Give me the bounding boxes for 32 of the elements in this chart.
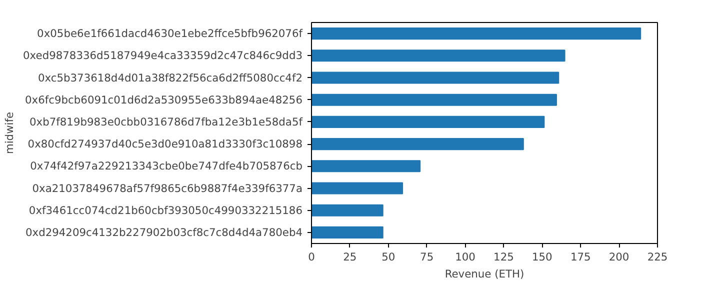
x-tick-label: 25: [343, 250, 357, 264]
bar: [312, 94, 557, 106]
x-axis-title: Revenue (ETH): [444, 268, 524, 280]
x-tick-label: 225: [647, 250, 668, 264]
x-tick-label: 150: [532, 250, 553, 264]
x-tick-label: 200: [608, 250, 630, 264]
x-tick-label: 50: [382, 250, 396, 264]
y-tick-label: 0x05be6e1f661dacd4630e1ebe2ffce5bfb962076f: [37, 27, 303, 40]
y-axis-title: midwife: [3, 112, 16, 154]
y-tick-label: 0x74f42f97a229213343cbe0be747dfe4b705876cb: [30, 160, 303, 173]
y-tick-label: 0xc5b373618d4d01a38f822f56ca6d2ff5080cc4f2: [38, 71, 303, 84]
bar: [312, 182, 404, 194]
x-tick-label: 100: [455, 250, 476, 264]
y-tick-label: 0xb7f819b983e0cbb0316786d7fba12e3b1e58da5f: [30, 115, 303, 128]
x-tick-label: 0: [308, 250, 316, 264]
bar: [312, 226, 384, 238]
y-tick-label: 0x80cfd274937d40c5e3d0e910a81d3330f3c10898: [28, 138, 303, 151]
bar: [312, 204, 384, 216]
x-tick-label: 75: [420, 250, 434, 264]
bar: [312, 138, 524, 150]
y-tick-label: 0xf3461cc074cd21b60cbf393050c4990332215186: [28, 204, 303, 217]
y-tick-label: 0xa21037849678af57f9865c6b9887f4e339f6377a: [32, 182, 303, 195]
bar: [312, 28, 642, 40]
y-tick-label: 0xed9878336d5187949e4ca33359d2c47c846c9dd3: [23, 49, 303, 62]
y-tick-label: 0xd294209c4132b227902b03cf8c7c8d4d4a780eb4: [26, 226, 303, 239]
x-tick-label: 125: [494, 250, 514, 264]
bar: [312, 160, 421, 172]
bar: [312, 116, 545, 128]
x-tick-label: 175: [570, 250, 591, 264]
y-tick-label: 0x6fc9bcb6091c01d6d2a530955e633b894ae48256: [25, 93, 303, 106]
bar: [312, 72, 560, 84]
bar: [312, 50, 566, 62]
